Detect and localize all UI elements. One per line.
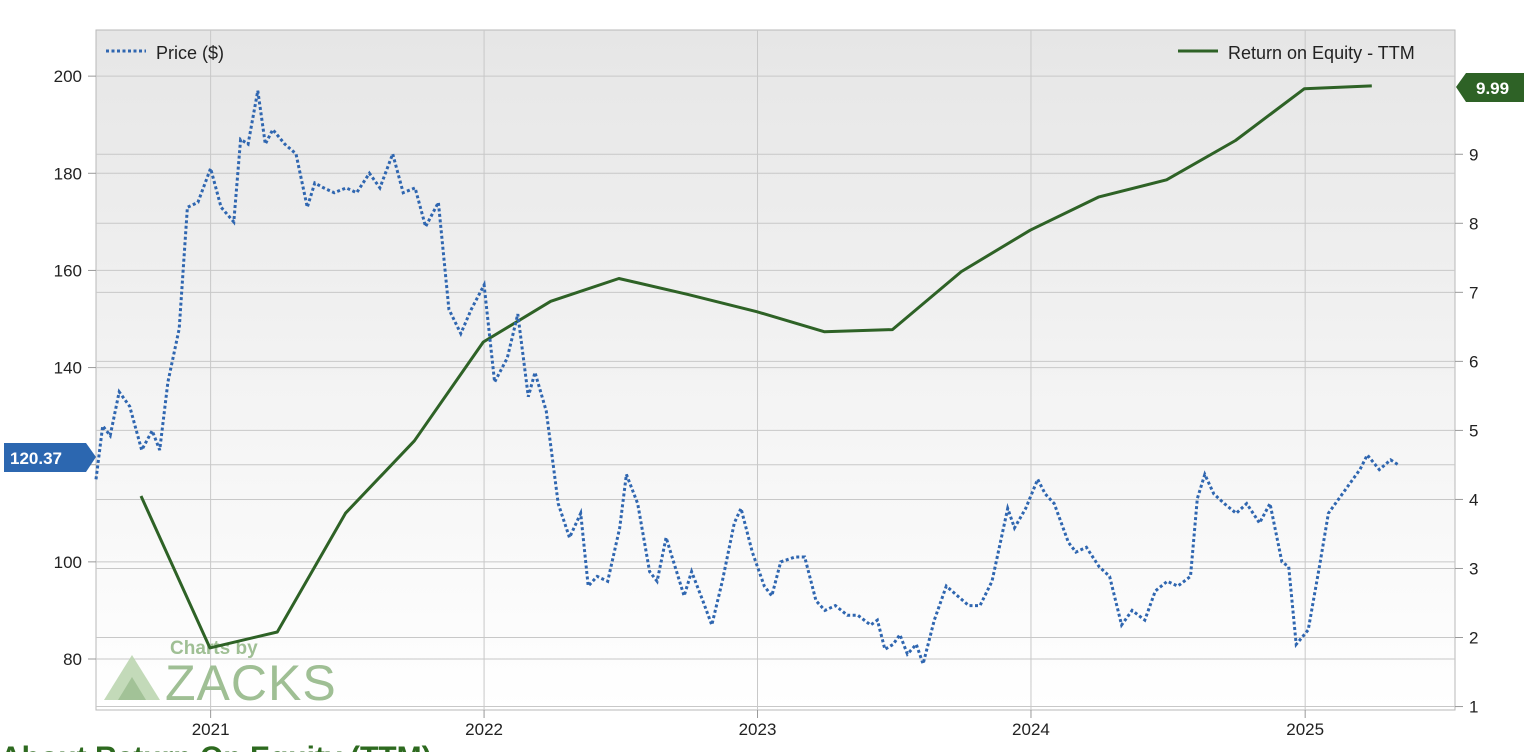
y-right-tick-label: 2 [1469, 629, 1478, 648]
y-left-tick-label: 80 [63, 650, 82, 669]
price-last-value: 120.37 [10, 449, 62, 468]
price-series-line [94, 90, 1399, 670]
legend-price-label: Price ($) [156, 43, 224, 63]
x-axis: 2021 2022 2023 2024 2025 [192, 710, 1324, 739]
x-tick-label: 2021 [192, 720, 230, 739]
y-left-tick-label: 160 [54, 261, 82, 280]
roe-last-value: 9.99 [1476, 79, 1509, 98]
x-tick-label: 2023 [739, 720, 777, 739]
price-last-value-badge: 120.37 [4, 443, 96, 472]
y-right-tick-label: 3 [1469, 559, 1478, 578]
y-right-tick-label: 8 [1469, 214, 1478, 233]
y-right-tick-label: 9 [1469, 145, 1478, 164]
y-left-tick-label: 140 [54, 359, 82, 378]
y-left-axis: 80100120140160180200 [54, 67, 96, 669]
y-right-tick-label: 1 [1469, 698, 1478, 717]
y-right-axis: 1 2 3 4 5 6 7 8 9 [1455, 145, 1478, 717]
y-left-tick-label: 100 [54, 553, 82, 572]
y-right-tick-label: 6 [1469, 352, 1478, 371]
legend: Price ($) Return on Equity - TTM [106, 43, 1415, 63]
plot-background [95, 29, 1456, 711]
y-right-tick-label: 4 [1469, 490, 1478, 509]
y-right-tick-label: 7 [1469, 283, 1478, 302]
grid [96, 30, 1455, 710]
y-left-tick-label: 200 [54, 67, 82, 86]
y-left-tick-label: 180 [54, 164, 82, 183]
roe-series-line [139, 84, 1372, 650]
watermark-line2: ZACKS [165, 655, 337, 711]
roe-last-value-badge: 9.99 [1456, 73, 1524, 102]
x-tick-label: 2022 [465, 720, 503, 739]
legend-roe-label: Return on Equity - TTM [1228, 43, 1415, 63]
zacks-watermark: Charts by ZACKS [104, 638, 337, 711]
x-tick-label: 2024 [1012, 720, 1050, 739]
x-tick-label: 2025 [1286, 720, 1324, 739]
section-title: About Return On Equity (TTM) [0, 738, 1534, 752]
y-right-tick-label: 5 [1469, 421, 1478, 440]
